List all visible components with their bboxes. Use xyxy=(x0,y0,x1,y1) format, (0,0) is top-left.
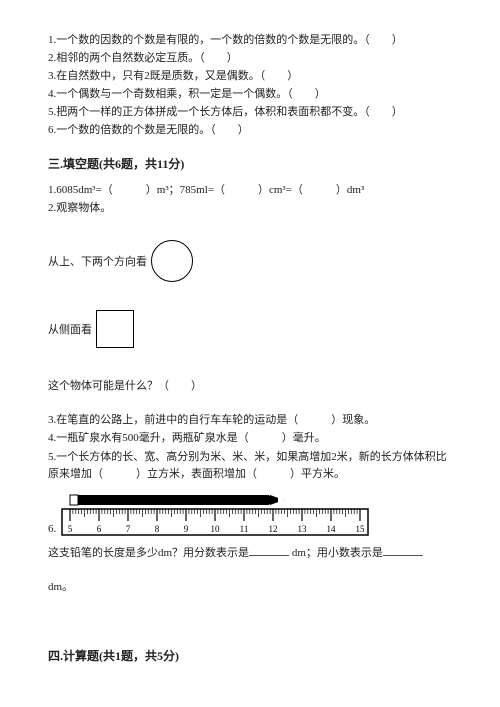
s2-item-3: 3.在自然数中，只有2既是质数，又是偶数。（ ） xyxy=(48,68,452,85)
s3-q6-text: 这支铅笔的长度是多少dm？用分数表示是 dm；用小数表示是 xyxy=(48,545,452,562)
svg-text:13: 13 xyxy=(298,524,308,534)
s3-q6-text-a: 这支铅笔的长度是多少dm？用分数表示是 xyxy=(48,547,249,559)
pencil-icon xyxy=(70,495,284,505)
s3-q6-unit1: dm；用小数表示是 xyxy=(292,547,383,559)
blank-2[interactable] xyxy=(383,546,423,556)
s3-q2-end: 这个物体可能是什么？（ ） xyxy=(48,378,452,395)
s3-q2: 2.观察物体。 xyxy=(48,200,452,217)
svg-text:8: 8 xyxy=(155,524,160,534)
svg-text:9: 9 xyxy=(184,524,189,534)
s2-item-6: 6.一个数的倍数的个数是无限的。（ ） xyxy=(48,122,452,139)
s3-q1: 1.6085dm³=（ ）m³；785ml=（ ）cm³=（ ）dm³ xyxy=(48,182,452,199)
shape-row-circle: 从上、下两个方向看 xyxy=(48,240,452,282)
svg-text:7: 7 xyxy=(126,524,131,534)
ruler-svg: 5 6 7 8 9 10 11 12 13 14 15 xyxy=(60,493,370,539)
square-shape xyxy=(96,310,134,348)
ruler-container: 6. 5 6 7 8 9 10 11 12 13 14 15 xyxy=(48,493,452,539)
s2-item-1: 1.一个数的因数的个数是有限的，一个数的倍数的个数是无限的。（ ） xyxy=(48,32,452,49)
s3-q4: 4.一瓶矿泉水有500毫升，两瓶矿泉水是（ ）毫升。 xyxy=(48,430,452,447)
svg-text:15: 15 xyxy=(356,524,366,534)
circle-shape xyxy=(151,240,193,282)
s3-q6-num: 6. xyxy=(48,521,56,538)
section4-title: 四.计算题(共1题，共5分) xyxy=(48,647,452,664)
s3-q3: 3.在笔直的公路上，前进中的自行车车轮的运动是（ ）现象。 xyxy=(48,412,452,429)
s3-q6-unit2: dm。 xyxy=(48,579,452,596)
svg-text:14: 14 xyxy=(327,524,337,534)
svg-text:5: 5 xyxy=(68,524,73,534)
s2-item-2: 2.相邻的两个自然数必定互质。（ ） xyxy=(48,50,452,67)
section3-title: 三.填空题(共6题，共11分) xyxy=(48,155,452,172)
svg-text:11: 11 xyxy=(240,524,249,534)
s2-item-4: 4.一个偶数与一个奇数相乘，积一定是一个偶数。（ ） xyxy=(48,86,452,103)
shape1-label: 从上、下两个方向看 xyxy=(48,253,147,269)
s2-item-5: 5.把两个一样的正方体拼成一个长方体后，体积和表面积都不变。（ ） xyxy=(48,104,452,121)
s3-q5: 5.一个长方体的长、宽、高分别为米、米、米，如果高增加2米，新的长方体体积比原来… xyxy=(48,449,452,483)
svg-text:12: 12 xyxy=(269,524,278,534)
shape2-label: 从侧面看 xyxy=(48,321,92,337)
shape-row-square: 从侧面看 xyxy=(48,310,452,348)
blank-1[interactable] xyxy=(249,546,289,556)
section2-list: 1.一个数的因数的个数是有限的，一个数的倍数的个数是无限的。（ ） 2.相邻的两… xyxy=(48,32,452,139)
svg-text:6: 6 xyxy=(97,524,102,534)
svg-text:10: 10 xyxy=(211,524,221,534)
